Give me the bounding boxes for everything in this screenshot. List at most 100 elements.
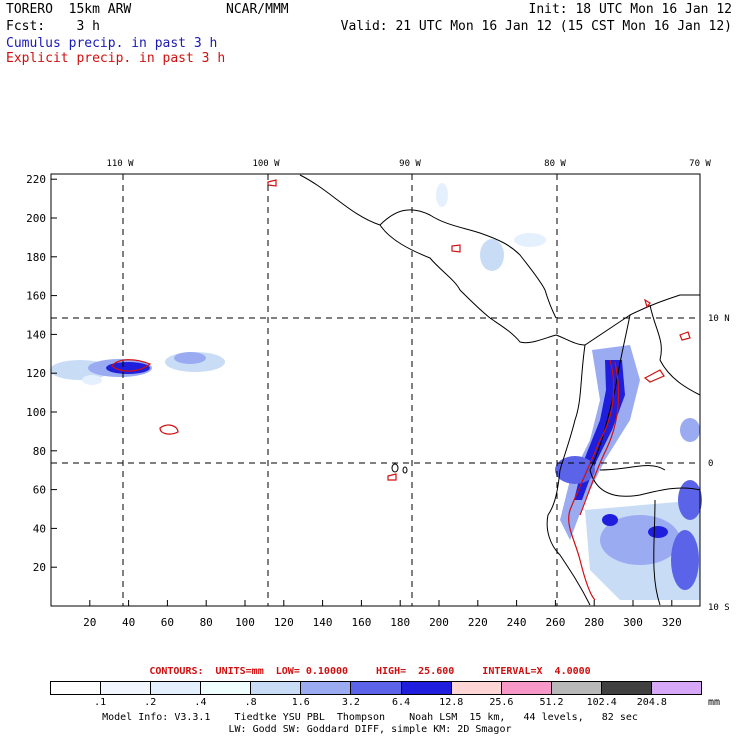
lat-label: 10 N <box>708 314 730 324</box>
color-bar-box <box>301 682 352 694</box>
lon-label: 100 W <box>252 159 280 169</box>
organization-label: NCAR/MMM <box>226 2 289 17</box>
color-bar-labels: .1 .2 .4 .8 1.6 3.2 6.4 12.8 25.6 51.2 102.4 204.8 <box>50 697 702 709</box>
x-tick-label: 100 <box>235 616 255 629</box>
precip-contour <box>267 179 277 187</box>
y-tick-label: 80 <box>33 445 46 458</box>
y-tick-labels: 20 40 60 80 100 120 140 160 180 200 220 <box>26 173 46 574</box>
precip-area <box>514 233 546 247</box>
precip-area <box>82 375 102 385</box>
map-frame <box>50 173 701 607</box>
valid-time: Valid: 21 UTC Mon 16 Jan 12 (15 CST Mon … <box>340 19 732 34</box>
cumulus-precip-label: Cumulus precip. in past 3 h <box>6 36 218 51</box>
color-bar-box <box>551 682 602 694</box>
x-tick-label: 140 <box>313 616 333 629</box>
color-bar <box>50 681 702 695</box>
x-tick-label: 40 <box>122 616 135 629</box>
color-bar-box <box>651 682 702 694</box>
y-tick-label: 120 <box>26 367 46 380</box>
model-title: TORERO 15km ARW <box>6 2 132 17</box>
color-bar-box <box>401 682 452 694</box>
color-bar-label: 51.2 <box>539 697 564 708</box>
init-time: Init: 18 UTC Mon 16 Jan 12 <box>528 2 733 17</box>
x-tick-label: 260 <box>545 616 565 629</box>
contour-interval: INTERVAL=X 4.0000 <box>482 666 591 677</box>
precip-area <box>174 352 206 364</box>
color-bar-box <box>51 682 102 694</box>
color-bar-label: 204.8 <box>636 697 667 708</box>
y-tick-label: 220 <box>26 173 46 186</box>
lat-label: 0 <box>708 459 713 469</box>
lon-label: 90 W <box>399 159 421 169</box>
x-tick-label: 200 <box>429 616 449 629</box>
precip-contour <box>159 424 179 435</box>
lat-label: 10 S <box>708 603 730 613</box>
precip-area <box>680 418 700 442</box>
y-tick-label: 100 <box>26 406 46 419</box>
color-bar-label: 1.6 <box>291 697 310 708</box>
border-line <box>649 304 701 396</box>
color-bar-label: 12.8 <box>439 697 464 708</box>
color-bar-label: .8 <box>244 697 257 708</box>
contour-high: HIGH= 25.600 <box>376 666 455 677</box>
color-bar-label: 6.4 <box>392 697 411 708</box>
border-line <box>653 499 661 606</box>
x-tick-labels: 20 40 60 80 100 120 140 160 180 200 220 240 260 280 30… <box>83 616 682 629</box>
color-bar-box <box>201 682 252 694</box>
y-tick-label: 160 <box>26 290 46 303</box>
color-bar-box <box>601 682 652 694</box>
lon-label: 110 W <box>106 159 134 169</box>
precip-area <box>671 530 699 590</box>
precip-area <box>480 239 504 271</box>
color-bar-box <box>451 682 502 694</box>
color-bar-label: 3.2 <box>341 697 360 708</box>
border-line <box>599 465 666 471</box>
precip-contour <box>451 244 461 253</box>
color-bar-box <box>151 682 202 694</box>
central-america-north-coast <box>379 209 557 319</box>
x-tick-label: 180 <box>390 616 410 629</box>
contour-info: CONTOURS: UNITS=mm LOW= 0.10000 HIGH= 25.… <box>0 666 740 677</box>
lat-labels: 10 N 0 10 S <box>708 314 730 613</box>
x-tick-label: 280 <box>584 616 604 629</box>
precip-fill-layer <box>50 183 702 600</box>
y-tick-label: 140 <box>26 328 46 341</box>
lon-label: 70 W <box>689 159 711 169</box>
precip-contour <box>111 359 152 372</box>
island <box>391 463 399 473</box>
y-tick-label: 20 <box>33 561 46 574</box>
axis-ticks <box>51 178 673 606</box>
color-bar-box <box>251 682 302 694</box>
y-tick-label: 180 <box>26 251 46 264</box>
y-tick-label: 60 <box>33 484 46 497</box>
color-bar-box <box>501 682 552 694</box>
x-tick-label: 60 <box>161 616 174 629</box>
color-bar-label: 102.4 <box>586 697 617 708</box>
x-tick-label: 240 <box>507 616 527 629</box>
x-tick-label: 80 <box>200 616 213 629</box>
precip-contour <box>568 359 620 601</box>
x-tick-label: 120 <box>274 616 294 629</box>
color-bar-unit: mm <box>708 697 721 708</box>
model-info-line2: LW: Godd SW: Goddard DIFF, simple KM: 2D… <box>228 724 512 735</box>
precip-area <box>106 362 150 374</box>
color-bar-box <box>351 682 402 694</box>
x-tick-label: 220 <box>468 616 488 629</box>
precip-area <box>555 456 595 484</box>
explicit-contour-layer <box>111 179 691 601</box>
x-tick-label: 300 <box>623 616 643 629</box>
color-bar-label: .4 <box>194 697 207 708</box>
precip-contour <box>387 473 397 481</box>
precip-area <box>678 480 702 520</box>
forecast-hour: Fcst: 3 h <box>6 19 100 34</box>
lon-labels: 110 W 100 W 90 W 80 W 70 W <box>106 159 711 169</box>
precip-contour <box>679 331 691 341</box>
precip-area <box>436 183 448 207</box>
color-bar-label: .2 <box>144 697 157 708</box>
color-bar-label: 25.6 <box>489 697 514 708</box>
y-tick-label: 40 <box>33 522 46 535</box>
island <box>402 466 408 474</box>
andes-border <box>589 314 701 497</box>
x-tick-label: 320 <box>662 616 682 629</box>
